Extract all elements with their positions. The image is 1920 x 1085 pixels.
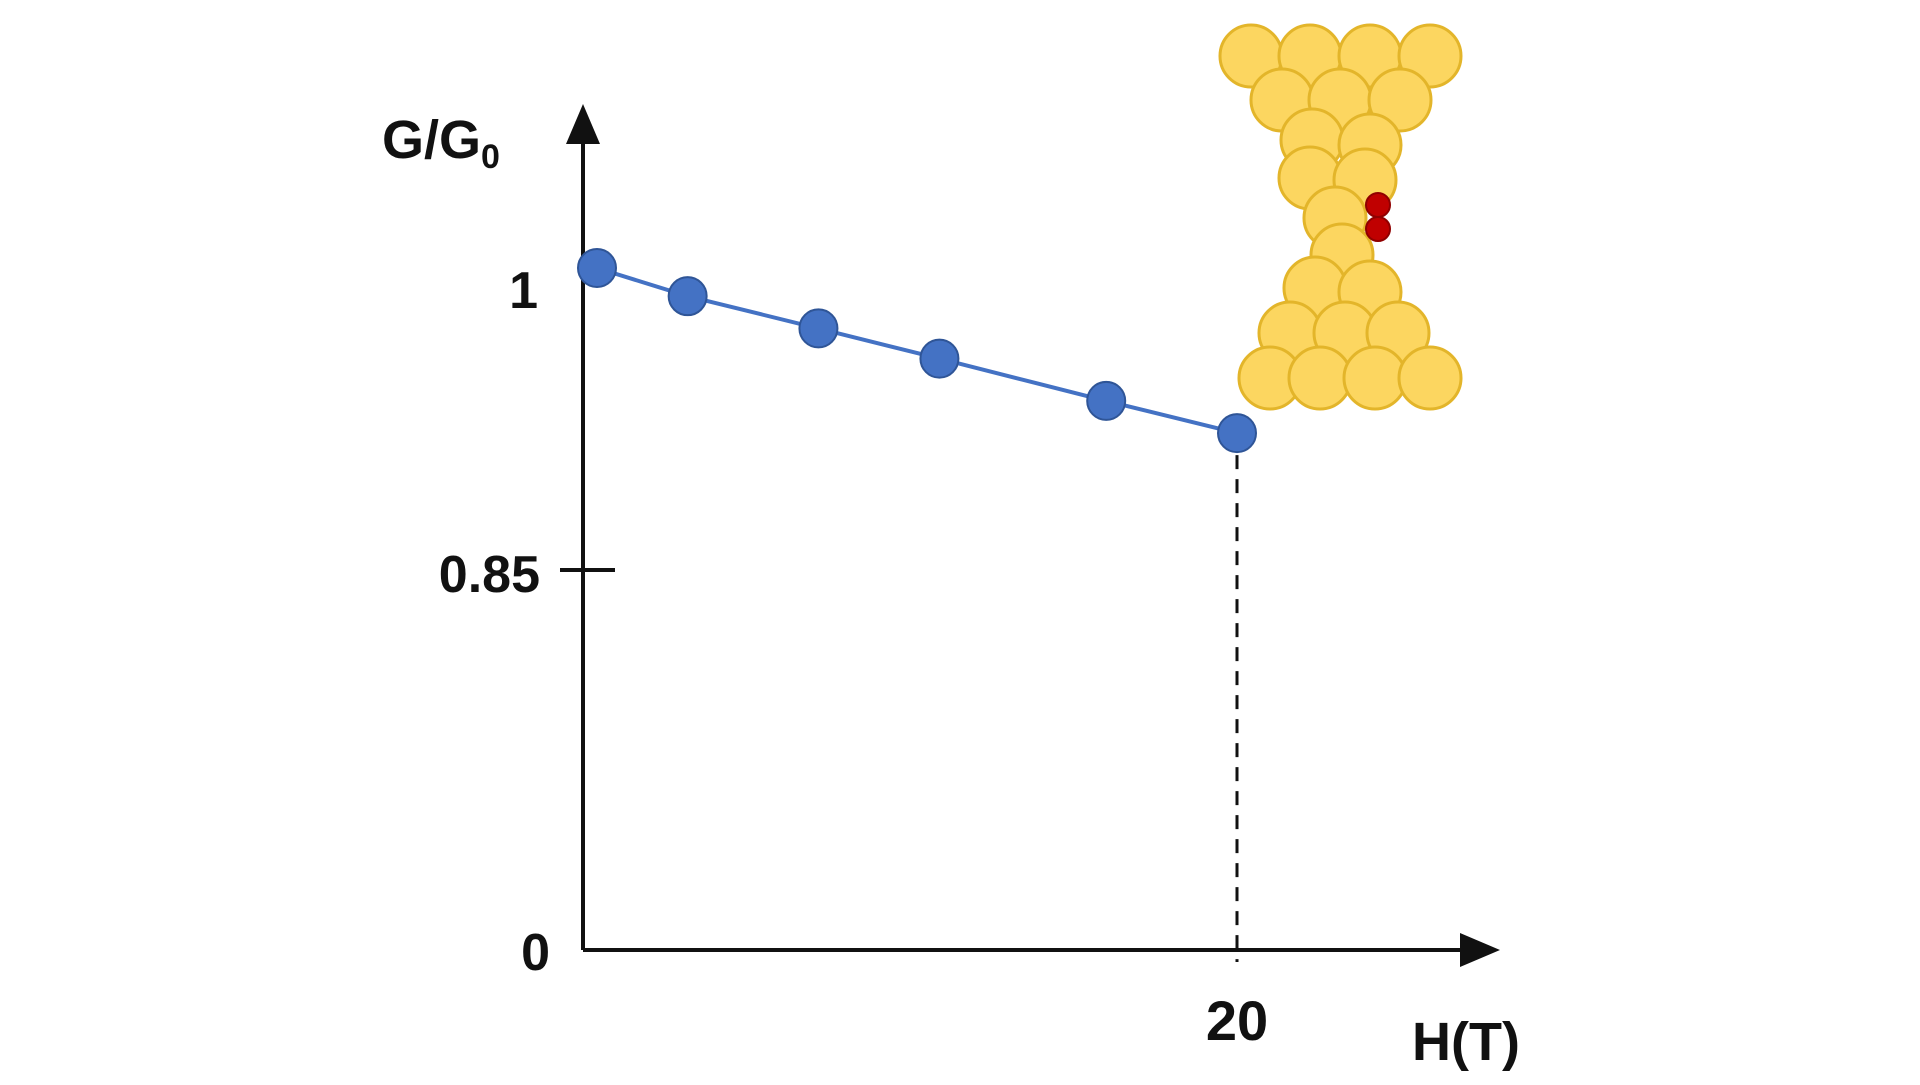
y-tick-label-0.85: 0.85 <box>439 546 540 604</box>
y-axis-label-subscript: 0 <box>481 138 500 176</box>
y-axis-arrowhead <box>566 104 600 144</box>
y-axis-label-main: G/G <box>382 110 481 170</box>
x-tick-label-20: 20 <box>1206 989 1268 1052</box>
molecule-atom <box>1365 216 1391 242</box>
data-point <box>798 308 839 349</box>
x-axis-label: H(T) <box>1412 1012 1520 1072</box>
gold-atom <box>1287 345 1353 411</box>
molecule-atom <box>1365 192 1391 218</box>
x-axis-arrowhead <box>1460 933 1500 967</box>
gold-atom <box>1342 345 1408 411</box>
data-point <box>1217 413 1257 454</box>
series-layer <box>577 248 1257 454</box>
junction-inset <box>1218 23 1463 411</box>
y-tick-label-0: 0 <box>521 924 550 982</box>
data-point <box>919 338 960 379</box>
data-point <box>1086 380 1127 421</box>
data-point <box>577 248 617 288</box>
data-point <box>667 276 708 317</box>
y-tick-label-1: 1 <box>509 262 538 320</box>
gold-atom <box>1367 67 1433 133</box>
gold-atom <box>1397 345 1463 411</box>
y-axis-label: G/G0 <box>382 110 500 176</box>
